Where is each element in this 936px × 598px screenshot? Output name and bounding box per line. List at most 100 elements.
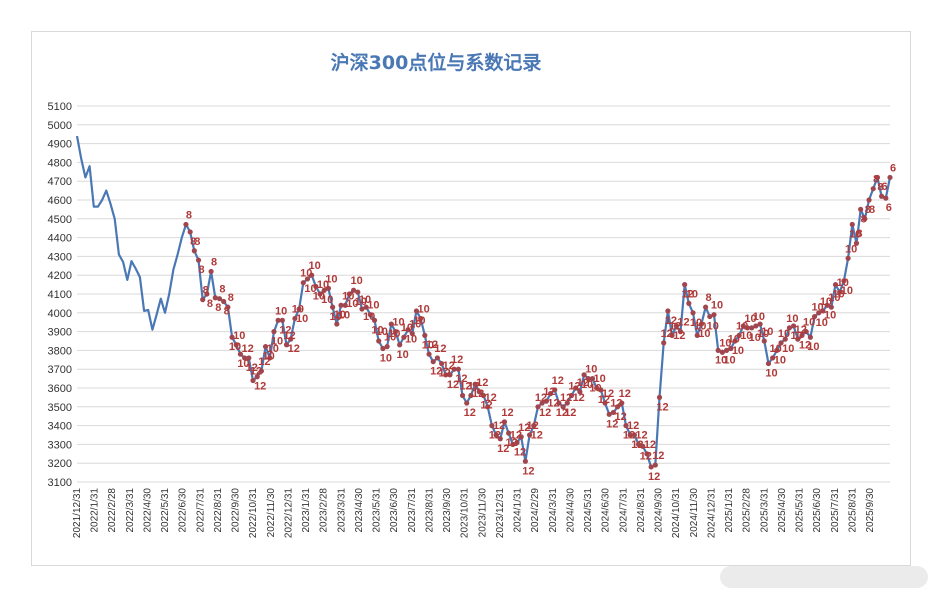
data-point [749, 325, 755, 331]
data-label: 12 [535, 392, 547, 404]
data-point [397, 342, 403, 348]
data-point [585, 376, 591, 382]
data-point [384, 344, 390, 350]
data-point [627, 432, 633, 438]
data-label: 12 [443, 360, 455, 372]
data-label: 10 [807, 341, 819, 353]
data-label: 10 [300, 268, 312, 280]
data-label: 10 [698, 328, 710, 340]
data-label: 8 [198, 264, 204, 276]
x-tick-label: 2022/1/31 [90, 488, 101, 533]
data-point [728, 345, 734, 352]
data-point [564, 400, 570, 406]
data-label: 10 [774, 354, 786, 366]
data-point [765, 360, 772, 367]
data-label: 10 [405, 334, 417, 346]
data-label: 10 [275, 305, 287, 317]
data-point [703, 304, 709, 310]
data-point [816, 310, 822, 316]
chart-frame: 沪深300点位与系数记录 3100 3200 3300 3400 3500 3600 370… [31, 31, 911, 566]
data-label: 12 [283, 330, 295, 342]
data-point [648, 464, 654, 470]
data-label: 10 [757, 328, 769, 340]
data-point [413, 308, 420, 314]
data-point [346, 291, 352, 297]
data-label: 12 [476, 377, 488, 389]
data-point [321, 287, 327, 293]
data-point [388, 321, 394, 327]
y-tick-label: 4400 [48, 233, 72, 245]
data-point [644, 451, 650, 457]
data-point [250, 377, 256, 384]
data-label: 12 [522, 465, 534, 477]
series-line [75, 135, 892, 469]
x-tick-label: 2022/12/31 [283, 488, 294, 538]
data-label: 12 [451, 354, 463, 366]
data-point [845, 255, 851, 261]
data-point [317, 291, 323, 297]
data-point [225, 304, 231, 310]
x-tick-label: 2024/6/30 [601, 488, 612, 533]
data-label: 12 [577, 377, 589, 389]
data-label: 12 [644, 439, 656, 451]
data-label: 12 [510, 429, 522, 441]
data-point [803, 329, 809, 335]
data-point [342, 302, 348, 308]
x-tick-label: 2023/7/31 [407, 488, 418, 533]
x-tick-label: 2024/8/31 [636, 488, 647, 533]
data-point [254, 374, 260, 380]
data-label: 10 [707, 321, 719, 333]
data-point [380, 345, 386, 352]
data-point [242, 355, 248, 361]
y-tick-label: 3300 [48, 439, 72, 451]
data-point [711, 312, 717, 318]
x-tick-label: 2025/2/28 [742, 488, 753, 533]
data-label: 12 [661, 328, 673, 340]
data-label: 12 [640, 450, 652, 462]
data-label: 10 [585, 364, 597, 376]
data-label: 12 [434, 343, 446, 355]
data-point [594, 385, 600, 391]
data-point [262, 344, 269, 350]
data-point [535, 404, 541, 410]
data-point [573, 385, 579, 391]
data-point [828, 304, 834, 310]
data-label: 10 [304, 283, 316, 295]
data-point [866, 197, 872, 203]
data-point [422, 332, 428, 338]
x-tick-label: 2022/2/28 [107, 488, 118, 533]
data-point [338, 302, 344, 308]
data-labels: 8888888888810101012121212121010101012121… [186, 162, 896, 483]
data-point [221, 298, 227, 305]
data-point [874, 174, 881, 181]
y-tick-label: 3800 [48, 345, 72, 357]
data-point [195, 257, 202, 263]
data-label: 10 [820, 296, 832, 308]
data-point [820, 308, 826, 314]
data-point [887, 174, 893, 181]
data-point [791, 323, 797, 329]
data-point [363, 304, 369, 310]
y-tick-label: 4300 [48, 251, 72, 263]
data-point [271, 329, 277, 335]
data-label: 10 [770, 343, 782, 355]
y-tick-label: 3500 [48, 402, 72, 414]
data-point [598, 387, 604, 393]
data-label: 12 [606, 418, 618, 430]
data-label: 10 [384, 332, 396, 344]
data-point [652, 462, 658, 468]
data-label: 10 [728, 334, 740, 346]
data-point [774, 347, 780, 353]
data-label: 12 [288, 343, 300, 355]
data-point [602, 400, 608, 406]
data-label: 8 [228, 292, 234, 304]
series-line-path [75, 135, 892, 469]
x-tick-label: 2024/3/31 [548, 488, 559, 533]
data-label: 10 [753, 311, 765, 323]
x-tick-label: 2025/9/30 [865, 488, 876, 533]
data-point [568, 392, 575, 399]
data-point [304, 276, 311, 282]
data-label: 8 [207, 298, 213, 310]
x-tick-label: 2023/11/30 [477, 488, 488, 538]
data-label: 10 [325, 273, 337, 285]
